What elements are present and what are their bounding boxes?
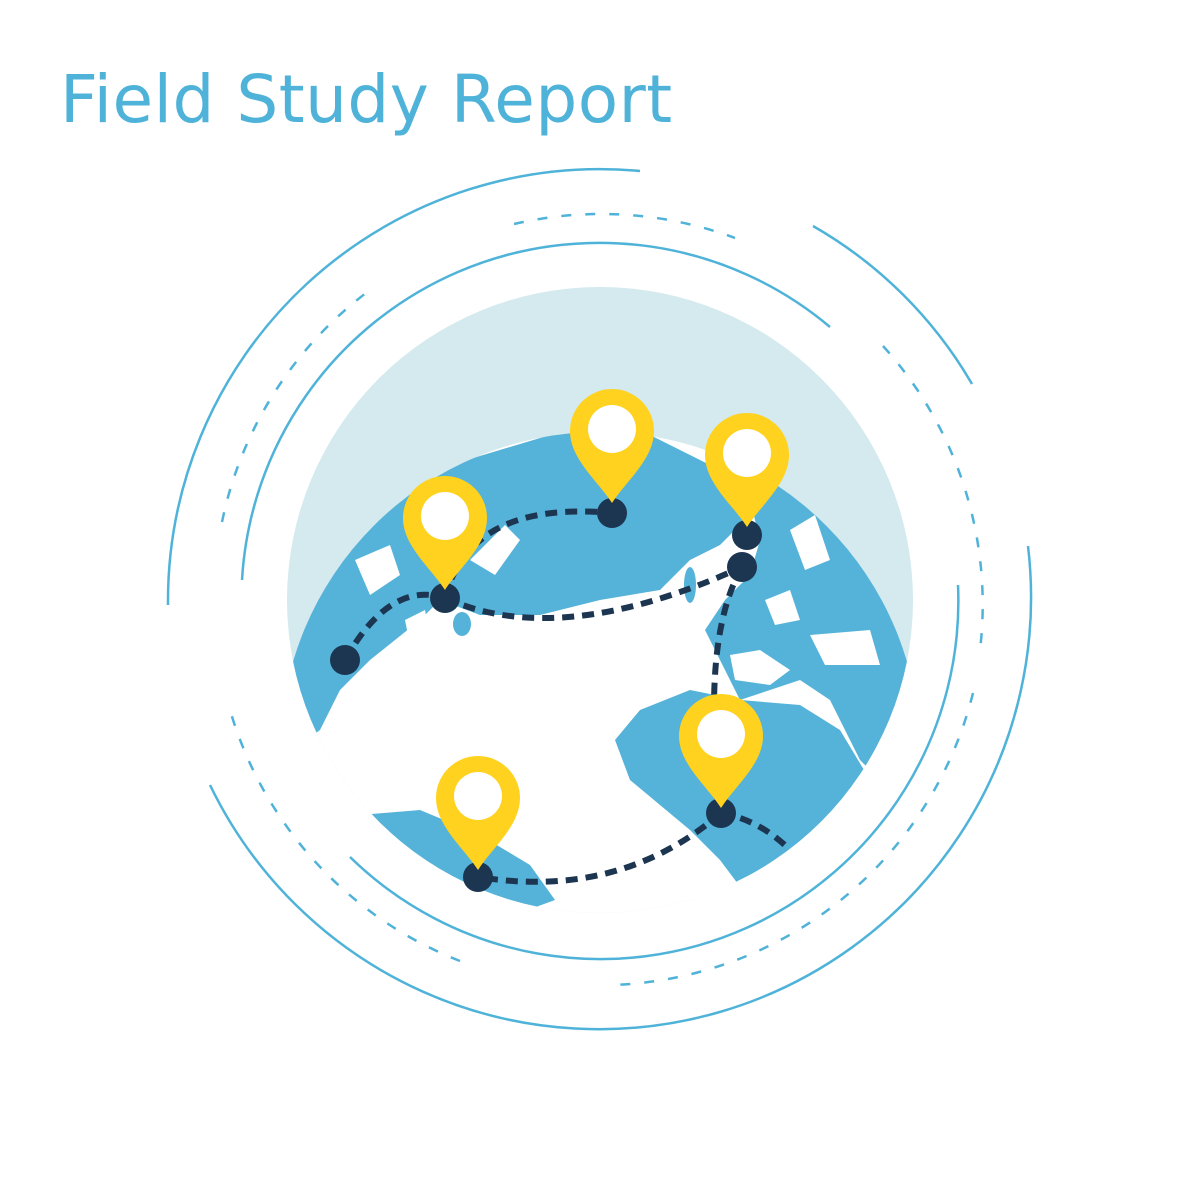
dashed-ring-arc-lower-right: [611, 692, 975, 987]
waypoint-dot-icon: [706, 798, 736, 828]
page-title: Field Study Report: [60, 61, 673, 138]
waypoint-dot-icon: [727, 552, 757, 582]
waypoints: [330, 498, 762, 892]
dashed-ring-arc-lower-left: [228, 709, 461, 963]
waypoint-dot-icon: [597, 498, 627, 528]
dashed-ring-arc-left: [220, 288, 371, 523]
middle-ring-arc-top: [240, 241, 831, 581]
waypoint-dot-icon: [430, 583, 460, 613]
orbit-rings: [166, 167, 1033, 1031]
dashed-ring-arc-top: [513, 212, 736, 240]
waypoint-dot-icon: [463, 862, 493, 892]
waypoint-dot-icon: [732, 520, 762, 550]
outer-ring-arc-top: [166, 167, 641, 606]
waypoint-dot-icon: [330, 645, 360, 675]
outer-ring-arc-right: [812, 224, 974, 385]
middle-ring-arc-bottom: [349, 584, 960, 961]
route-africa-to-south: [477, 810, 723, 885]
outer-ring-arc-bottom: [208, 545, 1033, 1031]
